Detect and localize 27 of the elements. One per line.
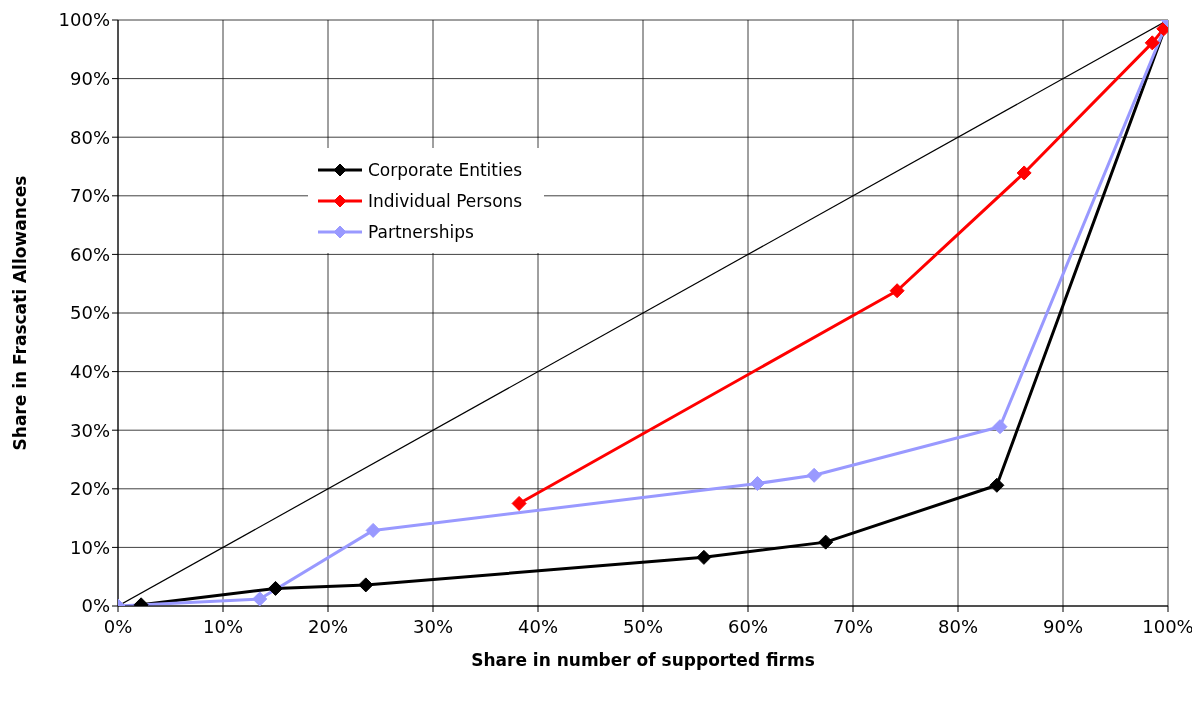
legend-label: Individual Persons (368, 190, 523, 211)
y-tick-label: 60% (69, 243, 110, 265)
x-tick-label: 50% (622, 615, 664, 637)
x-tick-label: 80% (937, 615, 979, 637)
x-tick-label: 30% (412, 615, 454, 637)
y-tick-label: 0% (81, 595, 110, 617)
y-tick-label: 100% (58, 9, 110, 31)
y-tick-label: 30% (69, 419, 110, 441)
x-tick-label: 70% (832, 615, 874, 637)
legend-label: Corporate Entities (368, 159, 522, 180)
y-tick-label: 50% (69, 302, 110, 324)
x-axis-title: Share in number of supported firms (471, 650, 815, 670)
y-axis-title: Share in Frascati Allowances (10, 175, 31, 451)
y-tick-label: 40% (69, 360, 110, 382)
legend-label: Partnerships (368, 221, 474, 242)
x-tick-label: 40% (517, 615, 559, 637)
x-tick-label: 90% (1042, 615, 1084, 637)
y-tick-label: 80% (69, 126, 110, 148)
y-tick-label: 10% (69, 536, 110, 558)
x-tick-label: 60% (727, 615, 769, 637)
y-tick-label: 90% (69, 67, 110, 89)
x-tick-label: 10% (202, 615, 244, 637)
x-tick-label: 100% (1142, 615, 1194, 637)
y-tick-label: 70% (69, 185, 110, 207)
x-tick-label: 20% (307, 615, 349, 637)
y-tick-label: 20% (69, 478, 110, 500)
x-tick-label: 0% (103, 615, 133, 637)
